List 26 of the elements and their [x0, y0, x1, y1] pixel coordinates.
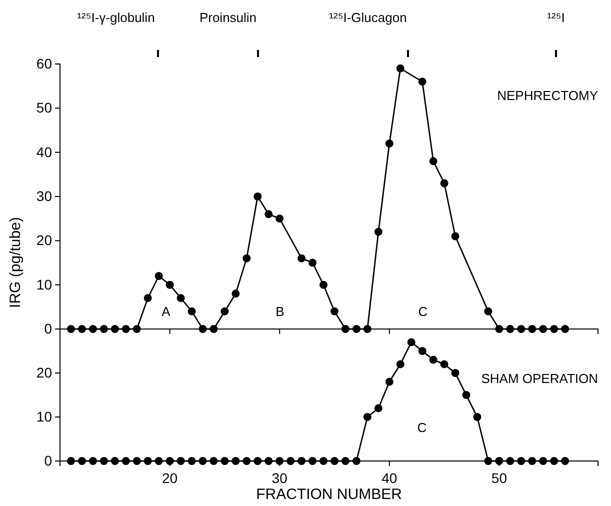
annotation: C — [418, 304, 428, 319]
annotation: C — [417, 420, 427, 435]
y-tick-label: 40 — [36, 144, 52, 160]
text: Proinsulin — [199, 10, 257, 25]
annotation: SHAM OPERATION — [481, 371, 598, 386]
x-tick-label: 30 — [272, 470, 288, 486]
y-tick-label: 20 — [36, 232, 52, 248]
text: ¹²⁵I — [547, 10, 565, 25]
y-tick-label: 60 — [36, 55, 52, 72]
annotation: B — [276, 304, 284, 319]
y-tick-label: 0 — [44, 320, 52, 336]
x-tick-label: 40 — [382, 470, 398, 486]
x-axis-title: FRACTION NUMBER — [256, 486, 402, 503]
annotation: A — [162, 304, 171, 319]
text: ¹²⁵I-Glucagon — [329, 10, 407, 25]
y-tick-label: 10 — [36, 408, 52, 424]
y-tick-label: 10 — [36, 276, 52, 292]
x-tick-label: 20 — [162, 470, 178, 486]
y-tick-label: 30 — [36, 188, 52, 204]
y-tick-label: 20 — [36, 364, 52, 380]
annotation: NEPHRECTOMY — [497, 88, 598, 103]
x-tick-label: 50 — [491, 470, 508, 486]
y-tick-label: 0 — [44, 452, 52, 468]
y-tick-label: 50 — [36, 100, 52, 116]
y-axis-title: IRG (pg/tube) — [7, 217, 24, 308]
text: ¹²⁵I-γ-globulin — [77, 10, 155, 25]
